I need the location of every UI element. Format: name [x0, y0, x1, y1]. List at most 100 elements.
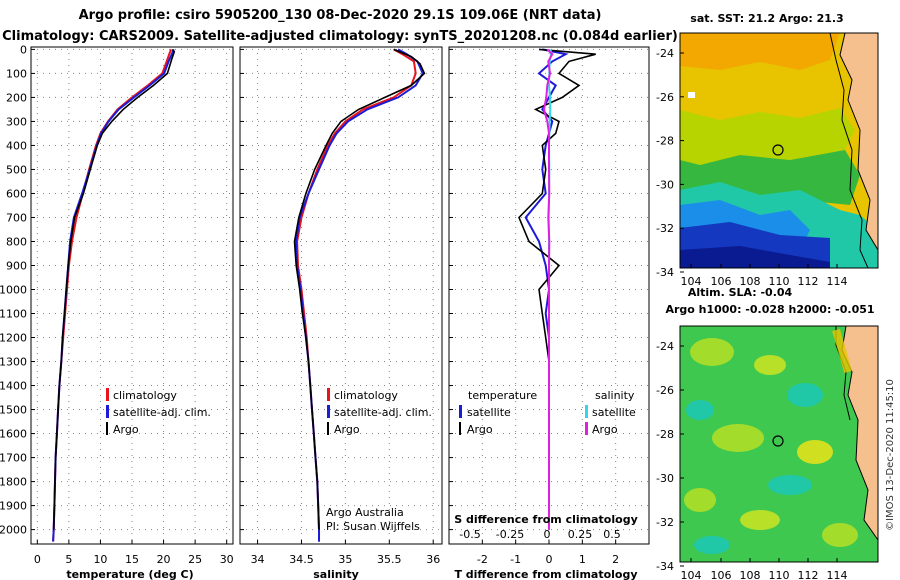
depth-tick-label: 900	[6, 259, 27, 272]
x-tick-label: 36	[426, 553, 440, 566]
depth-tick-label: 600	[6, 187, 27, 200]
sla-high-4	[797, 440, 833, 464]
lon-tick-label: 104	[681, 569, 702, 580]
sla-high-1	[690, 338, 734, 366]
legend-swatch-s-satellite	[585, 405, 588, 418]
x-tick-label: 1	[579, 553, 586, 566]
legend-s-satellite: satellite	[592, 406, 636, 419]
x-tick-label: 35	[338, 553, 352, 566]
credit-argo-australia: Argo Australia	[326, 506, 404, 519]
x-tick-label: 34.5	[289, 553, 314, 566]
legend-swatch-t-argo	[459, 422, 461, 435]
lon-tick-label: 112	[798, 275, 819, 288]
lat-tick-label: -30	[656, 178, 674, 191]
lat-tick-label: -26	[656, 384, 674, 397]
x-top-tick-label: 0.25	[568, 528, 593, 541]
imos-credit: ©IMOS 13-Dec-2020 11:45:10	[885, 379, 896, 531]
depth-tick-label: 1700	[0, 452, 27, 465]
lon-tick-label: 104	[681, 275, 702, 288]
series-satellite-adj-clim-	[52, 49, 175, 542]
legend-argo: Argo	[334, 423, 360, 436]
lon-tick-label: 108	[740, 275, 761, 288]
s-difference-axis-label: S difference from climatology	[454, 513, 638, 526]
depth-tick-label: 1100	[0, 308, 27, 321]
argo-float-marker	[772, 144, 784, 156]
depth-tick-label: 2000	[0, 524, 27, 537]
depth-tick-label: 1400	[0, 380, 27, 393]
depth-tick-label: 100	[6, 67, 27, 80]
x-tick-label: -2	[477, 553, 488, 566]
sla-high-5	[684, 488, 716, 512]
depth-tick-label: 1900	[0, 500, 27, 513]
depth-tick-label: 1600	[0, 428, 27, 441]
legend-satellite-adj: satellite-adj. clim.	[113, 406, 211, 419]
axis-ticks: 0 5 10 15 20 25 30 34 34.5 35 35.5 36 -2 -1 0 1 2 -0.5 -0.…	[0, 43, 621, 566]
series-argo	[52, 48, 176, 530]
coastline-contour	[829, 33, 869, 268]
lat-tick-label: -24	[656, 47, 674, 60]
lat-tick-label: -28	[656, 428, 674, 441]
depth-tick-label: 500	[6, 163, 27, 176]
sla-high-7	[822, 523, 858, 547]
sla-map	[679, 325, 879, 563]
sst-map-title: sat. SST: 21.2 Argo: 21.3	[690, 12, 843, 25]
salinity-legend: climatology satellite-adj. clim. Argo Ar…	[326, 388, 432, 533]
depth-tick-label: 0	[20, 43, 27, 56]
lon-tick-label: 106	[711, 275, 732, 288]
salinity-axis-label: salinity	[313, 568, 359, 580]
legend-s-argo: Argo	[592, 423, 618, 436]
legend-argo: Argo	[113, 423, 139, 436]
x-top-tick-label: -0.5	[459, 528, 480, 541]
legend-swatch-climatology	[327, 388, 330, 401]
credit-pi: PI: Susan Wijffels	[326, 520, 420, 533]
legend-heading-salinity: salinity	[595, 389, 635, 402]
sla-coastal-high	[832, 328, 852, 374]
sst-map	[679, 32, 879, 269]
lon-tick-label: 114	[827, 275, 848, 288]
x-tick-label: 20	[157, 553, 171, 566]
x-tick-label: 30	[220, 553, 234, 566]
depth-tick-label: 1000	[0, 283, 27, 296]
lat-tick-label: -34	[656, 560, 674, 573]
sst-field-warmest	[680, 33, 840, 70]
temperature-axis-label: temperature (deg C)	[66, 568, 193, 580]
lat-tick-label: -32	[656, 516, 674, 529]
legend-swatch-argo	[327, 422, 329, 435]
difference-legend: temperature salinity satellite Argo sate…	[459, 389, 636, 436]
lat-tick-label: -24	[656, 340, 674, 353]
legend-swatch-satellite-adj	[106, 405, 109, 418]
lat-tick-label: -32	[656, 222, 674, 235]
depth-tick-label: 1500	[0, 404, 27, 417]
legend-t-argo: Argo	[467, 423, 493, 436]
sla-high-6	[740, 510, 780, 530]
x-top-tick-label: 0.5	[603, 528, 621, 541]
lon-tick-label: 112	[798, 569, 819, 580]
depth-tick-label: 300	[6, 115, 27, 128]
argo-float-marker	[772, 435, 784, 447]
legend-satellite-adj: satellite-adj. clim.	[334, 406, 432, 419]
sla-map-title-line1: Altim. SLA: -0.04	[688, 286, 793, 299]
depth-tick-label: 200	[6, 91, 27, 104]
x-tick-label: 0	[34, 553, 41, 566]
lon-tick-label: 110	[769, 569, 790, 580]
legend-swatch-argo	[106, 422, 108, 435]
cloud-gap	[688, 92, 695, 98]
legend-climatology: climatology	[113, 389, 177, 402]
lon-tick-label: 106	[711, 569, 732, 580]
depth-tick-label: 400	[6, 139, 27, 152]
x-tick-label: 0	[546, 553, 553, 566]
lon-tick-label: 108	[740, 569, 761, 580]
depth-tick-label: 700	[6, 211, 27, 224]
x-tick-label: 5	[65, 553, 72, 566]
depth-tick-label: 1300	[0, 356, 27, 369]
sst-map-ticks: 104 106 108 110 112 114 -24 -26 -28 -30 -32 -34	[656, 47, 847, 288]
series-satellite-adj-clim-	[295, 48, 424, 542]
depth-tick-label: 1200	[0, 332, 27, 345]
x-top-tick-label: -0.25	[496, 528, 524, 541]
sla-low-2	[686, 400, 714, 420]
depth-tick-label: 1800	[0, 476, 27, 489]
figure-title-line2: Climatology: CARS2009. Satellite-adjuste…	[2, 29, 678, 44]
depth-tick-label: 800	[6, 235, 27, 248]
sla-low-4	[694, 536, 730, 554]
